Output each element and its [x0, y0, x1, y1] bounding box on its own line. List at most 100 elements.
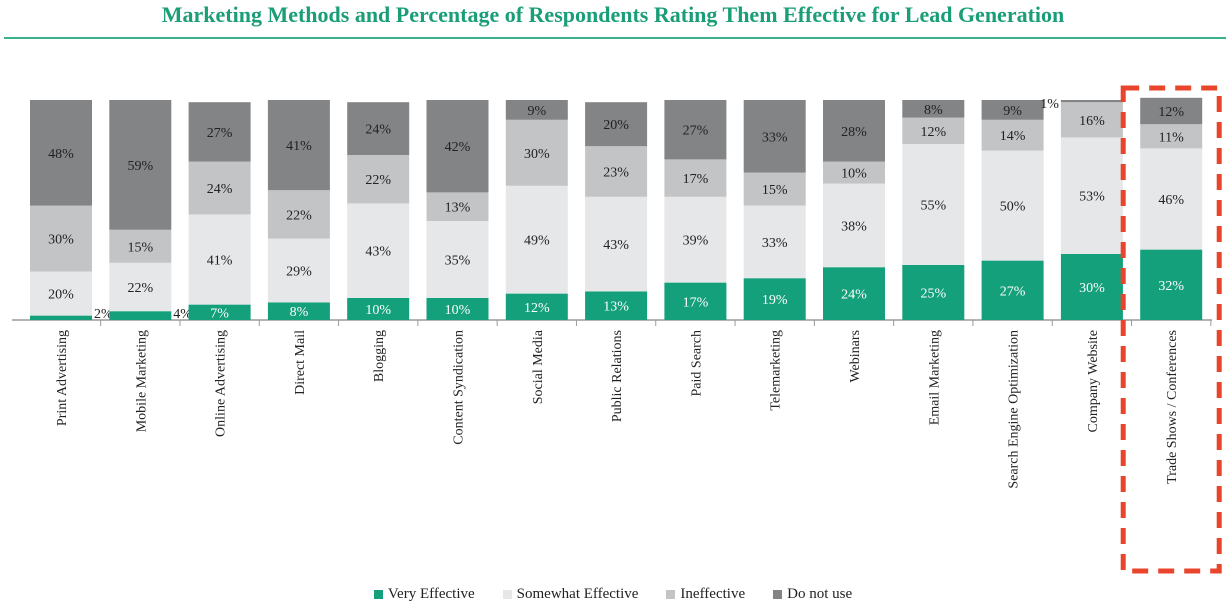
- legend-label: Very Effective: [387, 586, 475, 602]
- bar-segment-ineffective-trade-shows-conferences: [1140, 124, 1203, 149]
- legend-label: Ineffective: [680, 586, 746, 602]
- data-label-somewhat-effective-online-advertising: 41%: [207, 254, 233, 269]
- data-label-ineffective-telemarketing: 15%: [762, 183, 788, 198]
- data-label-do-not-use-direct-mail: 41%: [286, 139, 312, 154]
- bar-segment-ineffective-mobile-marketing: [109, 229, 172, 263]
- data-label-very-effective-telemarketing: 19%: [762, 293, 788, 308]
- data-label-do-not-use-telemarketing: 33%: [762, 130, 788, 145]
- bar-segment-very-effective-blogging: [347, 298, 410, 320]
- data-label-somewhat-effective-social-media: 49%: [524, 234, 550, 249]
- bar-segment-ineffective-webinars: [823, 161, 885, 184]
- bar-segment-somewhat-effective-content-syndication: [426, 221, 489, 298]
- data-label-very-effective-print-advertising: 2%: [94, 307, 113, 322]
- bar-segment-somewhat-effective-telemarketing: [743, 205, 806, 279]
- data-label-do-not-use-social-media: 9%: [527, 104, 546, 119]
- legend-swatch: [502, 590, 512, 599]
- bar-segment-do-not-use-content-syndication: [426, 100, 489, 193]
- bar-segment-ineffective-company-website: [1060, 102, 1123, 138]
- bar-segment-do-not-use-trade-shows-conferences: [1140, 97, 1203, 125]
- title-divider: [4, 37, 1226, 39]
- bar-segment-ineffective-direct-mail: [267, 190, 330, 239]
- legend-swatch: [773, 590, 783, 599]
- data-label-somewhat-effective-paid-search: 39%: [683, 234, 709, 249]
- data-label-ineffective-content-syndication: 13%: [445, 201, 471, 216]
- bar-segment-do-not-use-email-marketing: [902, 100, 965, 118]
- chart-title: Marketing Methods and Percentage of Resp…: [161, 2, 1065, 27]
- bar-segment-very-effective-mobile-marketing: [109, 311, 172, 320]
- data-label-somewhat-effective-public-relations: 43%: [603, 238, 629, 253]
- data-label-somewhat-effective-email-marketing: 55%: [920, 199, 946, 214]
- data-label-ineffective-search-engine-optimization: 14%: [1000, 129, 1026, 144]
- bar-segment-do-not-use-webinars: [823, 100, 885, 162]
- bar-segment-ineffective-online-advertising: [188, 161, 251, 215]
- bar-segment-ineffective-content-syndication: [426, 192, 489, 221]
- bar-segment-do-not-use-telemarketing: [743, 100, 806, 173]
- legend-item-do-not-use: Do not use: [773, 586, 852, 603]
- category-label-online-advertising: Online Advertising: [214, 330, 229, 437]
- bar-segment-ineffective-print-advertising: [30, 205, 92, 272]
- data-label-somewhat-effective-content-syndication: 35%: [445, 254, 471, 269]
- data-label-somewhat-effective-print-advertising: 20%: [48, 288, 74, 303]
- bar-segment-ineffective-paid-search: [664, 159, 727, 197]
- data-label-ineffective-paid-search: 17%: [683, 172, 709, 187]
- bar-segment-ineffective-blogging: [347, 155, 410, 204]
- data-label-do-not-use-mobile-marketing: 59%: [127, 159, 153, 174]
- category-label-webinars: Webinars: [848, 330, 863, 383]
- bar-segment-somewhat-effective-print-advertising: [30, 271, 92, 316]
- category-label-direct-mail: Direct Mail: [293, 330, 308, 395]
- category-label-company-website: Company Website: [1086, 330, 1101, 432]
- bar-segment-somewhat-effective-public-relations: [585, 196, 648, 292]
- bar-segment-do-not-use-blogging: [347, 102, 410, 155]
- data-label-somewhat-effective-mobile-marketing: 22%: [127, 281, 153, 296]
- bar-segment-somewhat-effective-online-advertising: [188, 214, 251, 305]
- bar-segment-somewhat-effective-email-marketing: [902, 144, 965, 265]
- data-label-ineffective-social-media: 30%: [524, 147, 550, 162]
- bar-segment-ineffective-telemarketing: [743, 172, 806, 206]
- legend-swatch: [373, 590, 383, 599]
- bar-segment-do-not-use-public-relations: [585, 102, 648, 147]
- bar-segment-do-not-use-print-advertising: [30, 100, 92, 206]
- data-label-ineffective-mobile-marketing: 15%: [127, 240, 153, 255]
- category-label-trade-shows-conferences: Trade Shows / Conferences: [1165, 330, 1180, 484]
- data-label-ineffective-email-marketing: 12%: [920, 125, 946, 140]
- bar-segment-very-effective-online-advertising: [188, 304, 251, 320]
- bar-segment-ineffective-email-marketing: [902, 117, 965, 144]
- data-label-do-not-use-public-relations: 20%: [603, 118, 629, 133]
- bar-segment-very-effective-search-engine-optimization: [981, 260, 1044, 320]
- bar-segment-very-effective-webinars: [823, 267, 885, 320]
- data-label-do-not-use-company-website: 1%: [1040, 97, 1059, 112]
- legend-item-ineffective: Ineffective: [666, 586, 745, 603]
- data-label-do-not-use-trade-shows-conferences: 12%: [1158, 105, 1184, 120]
- data-label-somewhat-effective-telemarketing: 33%: [762, 236, 788, 251]
- data-label-ineffective-trade-shows-conferences: 11%: [1159, 130, 1184, 145]
- data-label-very-effective-trade-shows-conferences: 32%: [1158, 279, 1184, 294]
- category-label-public-relations: Public Relations: [610, 330, 625, 422]
- bar-segment-very-effective-telemarketing: [743, 278, 806, 320]
- bar-segment-do-not-use-direct-mail: [267, 100, 330, 191]
- data-label-very-effective-paid-search: 17%: [683, 295, 709, 310]
- data-label-very-effective-direct-mail: 8%: [290, 305, 309, 320]
- bar-segment-do-not-use-social-media: [505, 100, 568, 120]
- data-label-do-not-use-online-advertising: 27%: [207, 126, 233, 141]
- category-label-content-syndication: Content Syndication: [452, 330, 467, 445]
- bar-segment-ineffective-public-relations: [585, 146, 648, 197]
- data-label-somewhat-effective-search-engine-optimization: 50%: [1000, 200, 1026, 215]
- bar-segment-ineffective-search-engine-optimization: [981, 119, 1044, 151]
- bar-segment-very-effective-social-media: [505, 293, 568, 320]
- data-label-very-effective-public-relations: 13%: [603, 300, 629, 315]
- legend-item-somewhat-effective: Somewhat Effective: [502, 586, 638, 603]
- legend-swatch: [666, 590, 676, 599]
- category-label-search-engine-optimization: Search Engine Optimization: [1007, 330, 1022, 489]
- bar-segment-somewhat-effective-search-engine-optimization: [981, 150, 1044, 261]
- bar-segment-somewhat-effective-mobile-marketing: [109, 262, 172, 312]
- data-label-somewhat-effective-trade-shows-conferences: 46%: [1158, 193, 1184, 208]
- bar-segment-very-effective-direct-mail: [267, 302, 330, 320]
- data-label-very-effective-webinars: 24%: [841, 288, 867, 303]
- data-label-ineffective-webinars: 10%: [841, 167, 867, 182]
- data-label-do-not-use-email-marketing: 8%: [924, 103, 943, 118]
- bar-segment-very-effective-company-website: [1060, 254, 1123, 320]
- bar-segment-do-not-use-company-website: [1060, 100, 1123, 103]
- bar-segment-do-not-use-paid-search: [664, 100, 727, 160]
- data-label-do-not-use-print-advertising: 48%: [48, 147, 74, 162]
- bar-segment-somewhat-effective-direct-mail: [267, 238, 330, 303]
